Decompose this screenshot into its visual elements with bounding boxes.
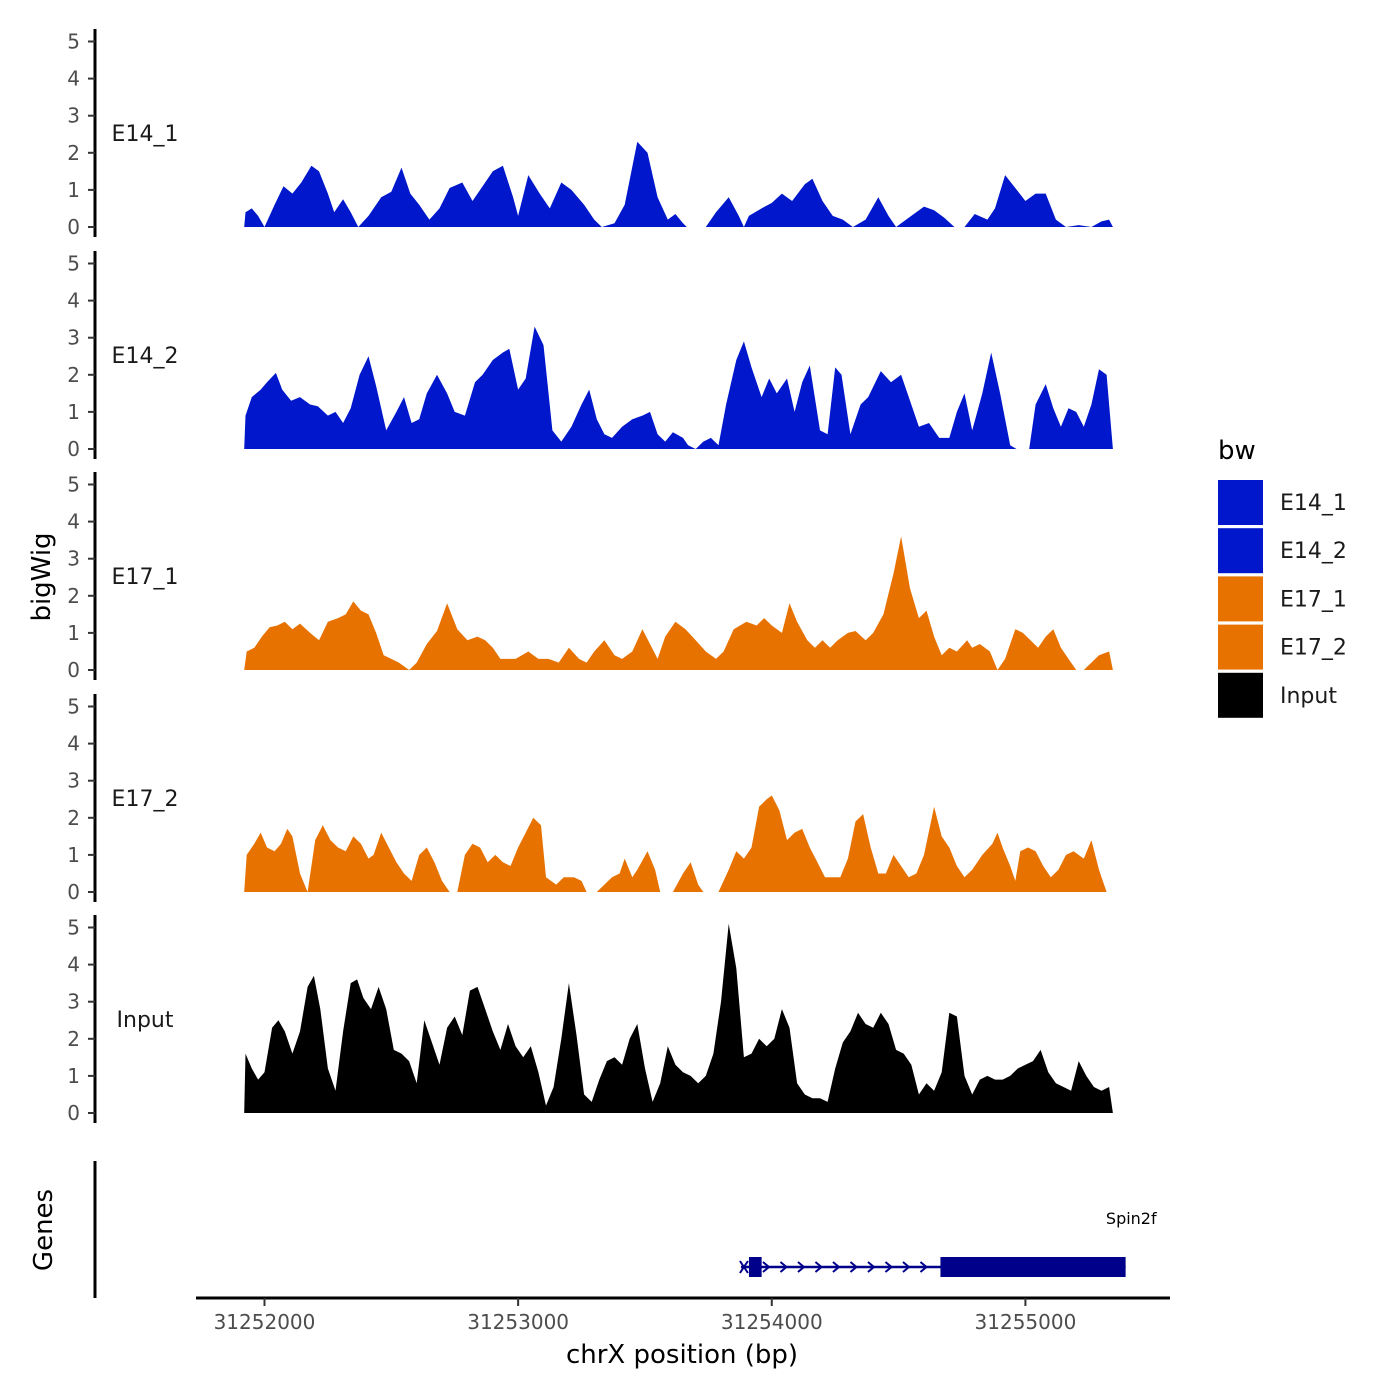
legend-entry: E17_2 <box>1218 624 1347 670</box>
y-tick-label: 5 <box>67 473 80 497</box>
y-tick-label: 4 <box>67 510 80 534</box>
y-tick-label: 0 <box>67 658 80 682</box>
y-tick-label: 4 <box>67 289 80 313</box>
y-axis-title: bigWig <box>27 532 57 621</box>
x-tick-label: 31253000 <box>467 1310 569 1334</box>
y-tick-label: 0 <box>67 1101 80 1125</box>
strand-arrow <box>797 1261 806 1273</box>
track-label: E14_2 <box>112 344 179 369</box>
legend: bw E14_1 E14_2 E17_1 E17_2 Input <box>1218 436 1347 718</box>
track-label: E17_2 <box>112 787 179 812</box>
y-tick-label: 3 <box>67 326 80 350</box>
gene-label: Spin2f <box>1106 1209 1157 1228</box>
strand-arrow <box>867 1261 876 1273</box>
y-tick-label: 3 <box>67 104 80 128</box>
legend-label: E14_2 <box>1280 539 1347 564</box>
x-axis: 31252000 31253000 31254000 31255000 <box>196 1296 1170 1334</box>
coverage-area-Input <box>244 923 1113 1113</box>
strand-arrow <box>884 1261 894 1273</box>
track-E14_1: 0 1 2 3 4 5 E14_1 <box>67 29 1113 239</box>
track-label: E17_1 <box>112 565 179 590</box>
legend-entry: E17_1 <box>1218 576 1347 622</box>
y-tick-label: 2 <box>67 1027 80 1051</box>
strand-arrow <box>902 1261 911 1273</box>
y-tick-label: 4 <box>67 953 80 977</box>
y-tick-label: 2 <box>67 363 80 387</box>
y-tick-label: 2 <box>67 141 80 165</box>
track-label: Input <box>117 1008 174 1033</box>
track-E17_1: 0 1 2 3 4 5 E17_1 <box>67 472 1113 682</box>
legend-swatch <box>1218 624 1263 670</box>
strand-arrow <box>849 1261 859 1273</box>
y-tick-label: 1 <box>67 400 80 424</box>
legend-label: Input <box>1280 684 1337 709</box>
y-tick-label: 3 <box>67 769 80 793</box>
x-tick-label: 31252000 <box>214 1310 316 1334</box>
y-tick-label: 5 <box>67 695 80 719</box>
coverage-tracks: 0 1 2 3 4 5 E14_1 0 1 2 3 4 5 E14_2 0 1 2 3 4 5 E17_1 0 1 2 3 4 5 E… <box>67 29 1113 1125</box>
legend-title: bw <box>1218 436 1256 466</box>
y-tick-label: 3 <box>67 547 80 571</box>
track-E14_2: 0 1 2 3 4 5 E14_2 <box>67 251 1113 461</box>
legend-swatch <box>1218 576 1263 622</box>
track-Input: 0 1 2 3 4 5 Input <box>67 915 1113 1125</box>
y-tick-label: 0 <box>67 437 80 461</box>
x-tick-label: 31255000 <box>975 1310 1077 1334</box>
track-E17_2: 0 1 2 3 4 5 E17_2 <box>67 694 1107 904</box>
track-label: E14_1 <box>112 122 179 147</box>
y-tick-label: 2 <box>67 584 80 608</box>
strand-arrow <box>762 1261 771 1273</box>
legend-label: E17_1 <box>1280 587 1347 612</box>
coverage-area-E17_2 <box>244 795 1107 892</box>
coverage-area-E14_2 <box>244 326 1113 449</box>
coverage-area-E14_1 <box>244 141 1113 227</box>
legend-entry: E14_1 <box>1218 480 1347 525</box>
y-tick-label: 2 <box>67 806 80 830</box>
gene-Spin2f: Spin2f <box>739 1209 1157 1277</box>
y-tick-label: 4 <box>67 67 80 91</box>
y-tick-label: 1 <box>67 178 80 202</box>
y-tick-label: 4 <box>67 732 80 756</box>
legend-label: E14_1 <box>1280 491 1347 516</box>
y-tick-label: 5 <box>67 916 80 940</box>
gene-exon <box>940 1257 1126 1277</box>
legend-label: E17_2 <box>1280 636 1347 661</box>
y-tick-label: 1 <box>67 1064 80 1088</box>
y-tick-label: 5 <box>67 30 80 54</box>
y-tick-label: 1 <box>67 621 80 645</box>
genes-track-title: Genes <box>29 1189 59 1271</box>
gene-start-marker <box>739 1260 749 1274</box>
legend-swatch <box>1218 528 1263 574</box>
genes-track: Spin2f <box>93 1161 1157 1298</box>
y-tick-label: 3 <box>67 990 80 1014</box>
gene-exon <box>748 1257 762 1277</box>
strand-arrow <box>814 1261 824 1273</box>
legend-entry: E14_2 <box>1218 528 1347 574</box>
y-tick-label: 1 <box>67 843 80 867</box>
legend-entries: E14_1 E14_2 E17_1 E17_2 Input <box>1218 480 1347 718</box>
y-tick-label: 0 <box>67 880 80 904</box>
y-tick-label: 0 <box>67 215 80 239</box>
x-tick-label: 31254000 <box>721 1310 823 1334</box>
x-axis-title: chrX position (bp) <box>566 1340 798 1370</box>
legend-swatch <box>1218 672 1263 718</box>
strand-arrow <box>832 1261 841 1273</box>
coverage-area-E17_1 <box>244 536 1113 670</box>
legend-entry: Input <box>1218 672 1337 718</box>
legend-swatch <box>1218 480 1263 525</box>
strand-arrow <box>919 1261 929 1273</box>
y-tick-label: 5 <box>67 252 80 276</box>
strand-arrow <box>779 1261 789 1273</box>
